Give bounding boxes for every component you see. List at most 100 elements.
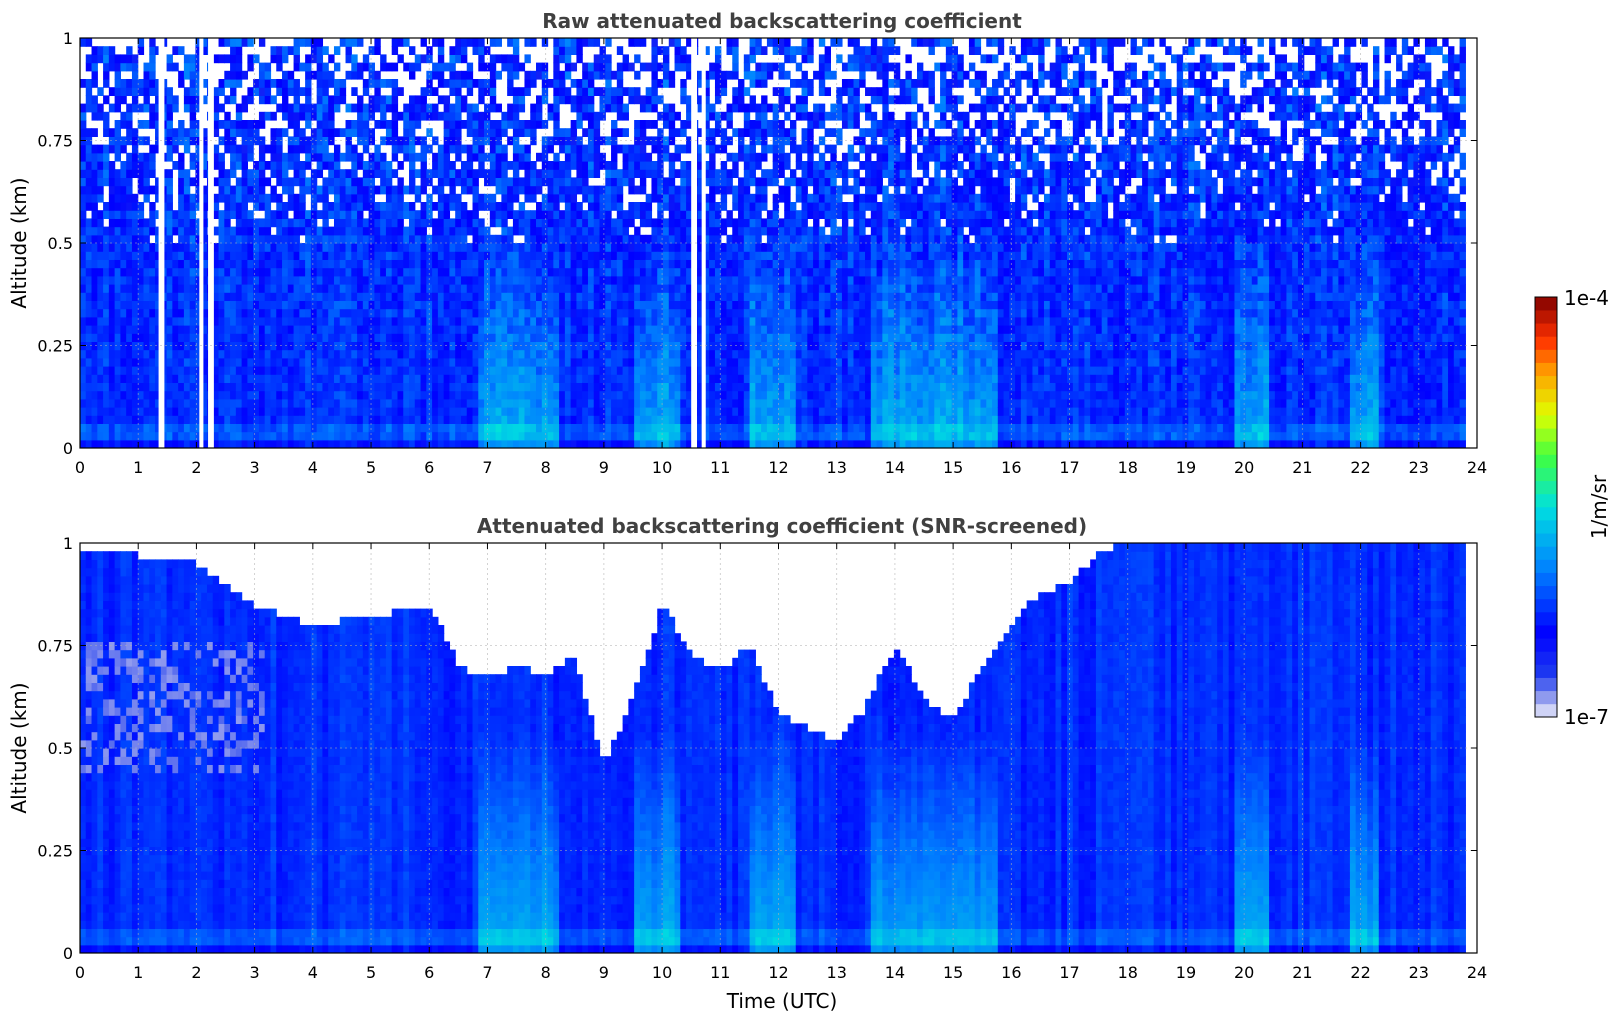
heatmap-cell	[495, 103, 502, 113]
heatmap-cell	[114, 390, 121, 400]
heatmap-cell	[230, 415, 237, 424]
heatmap-cell	[524, 267, 531, 277]
heatmap-cell	[391, 62, 399, 72]
heatmap-cell	[328, 120, 335, 129]
heatmap-cell	[605, 333, 612, 342]
heatmap-cell	[651, 62, 658, 72]
heatmap-cell	[362, 79, 370, 88]
heatmap-cell	[570, 407, 578, 416]
heatmap-cell	[282, 439, 289, 448]
heatmap-cell	[530, 111, 537, 121]
heatmap-cell	[235, 46, 243, 55]
heatmap-cell	[518, 251, 526, 260]
heatmap-cell	[709, 169, 716, 178]
heatmap-cell	[114, 226, 121, 236]
heatmap-cell	[195, 152, 202, 162]
heatmap-cell	[726, 275, 733, 285]
heatmap-cell	[616, 95, 624, 105]
heatmap-cell	[195, 374, 202, 383]
heatmap-cell	[639, 185, 647, 195]
heatmap-cell	[253, 120, 260, 129]
heatmap-cell	[391, 382, 399, 392]
heatmap-cell	[385, 366, 393, 375]
heatmap-cell	[622, 169, 629, 178]
heatmap-cell	[663, 226, 670, 236]
heatmap-cell	[403, 423, 410, 433]
heatmap-cell	[599, 341, 606, 351]
heatmap-cell	[282, 177, 289, 187]
heatmap-cell	[409, 70, 416, 80]
heatmap-cell	[149, 54, 156, 64]
heatmap-cell	[287, 292, 295, 301]
heatmap-cell	[333, 398, 341, 408]
heatmap-cell	[183, 374, 191, 383]
heatmap-cell	[414, 357, 422, 367]
heatmap-cell	[478, 390, 485, 400]
heatmap-cell	[253, 275, 260, 285]
heatmap-cell	[397, 202, 404, 211]
heatmap-cell	[420, 390, 427, 400]
heatmap-cell	[593, 210, 601, 219]
heatmap-cell	[166, 366, 173, 375]
heatmap-cell	[674, 382, 681, 392]
heatmap-cell	[345, 185, 352, 195]
heatmap-cell	[455, 87, 462, 96]
heatmap-cell	[195, 144, 202, 154]
heatmap-cell	[553, 70, 560, 80]
heatmap-cell	[489, 431, 497, 441]
heatmap-cell	[472, 46, 479, 55]
heatmap-cell	[155, 111, 162, 121]
heatmap-cell	[605, 423, 612, 433]
heatmap-cell	[391, 267, 399, 277]
heatmap-cell	[351, 62, 358, 72]
heatmap-cell	[333, 357, 341, 367]
heatmap-cell	[120, 169, 127, 178]
heatmap-cell	[201, 46, 208, 55]
heatmap-cell	[178, 382, 185, 392]
heatmap-cell	[495, 366, 502, 375]
heatmap-cell	[605, 234, 612, 244]
heatmap-cell	[472, 243, 479, 252]
heatmap-cell	[305, 54, 312, 64]
heatmap-cell	[495, 177, 502, 187]
heatmap-cell	[183, 357, 191, 367]
heatmap-cell	[512, 284, 520, 293]
heatmap-cell	[351, 177, 358, 187]
heatmap-cell	[455, 366, 462, 375]
heatmap-cell	[80, 415, 87, 424]
heatmap-cell	[235, 79, 243, 88]
heatmap-cell	[651, 316, 658, 326]
heatmap-cell	[253, 202, 260, 211]
heatmap-cell	[455, 300, 462, 310]
heatmap-cell	[582, 382, 589, 392]
heatmap-cell	[380, 300, 387, 310]
heatmap-cell	[287, 407, 295, 416]
heatmap-cell	[674, 308, 681, 318]
heatmap-cell	[195, 349, 202, 359]
heatmap-cell	[443, 234, 451, 244]
heatmap-cell	[680, 308, 687, 318]
heatmap-cell	[651, 54, 658, 64]
heatmap-cell	[651, 185, 658, 195]
heatmap-cell	[149, 423, 156, 433]
heatmap-cell	[541, 398, 549, 408]
heatmap-cell	[714, 300, 722, 310]
heatmap-cell	[126, 439, 133, 448]
heatmap-cell	[709, 226, 716, 236]
heatmap-cell	[357, 38, 364, 47]
heatmap-cell	[570, 79, 578, 88]
heatmap-cell	[616, 169, 624, 178]
heatmap-cell	[120, 218, 127, 228]
heatmap-cell	[299, 144, 306, 154]
heatmap-cell	[628, 374, 635, 383]
heatmap-cell	[328, 202, 335, 211]
heatmap-cell	[593, 234, 601, 244]
heatmap-cell	[593, 300, 601, 310]
heatmap-cell	[189, 407, 197, 416]
heatmap-cell	[536, 120, 543, 129]
heatmap-cell	[270, 366, 277, 375]
heatmap-cell	[322, 95, 329, 105]
heatmap-cell	[472, 169, 479, 178]
heatmap-cell	[126, 382, 133, 392]
heatmap-cell	[576, 161, 583, 170]
